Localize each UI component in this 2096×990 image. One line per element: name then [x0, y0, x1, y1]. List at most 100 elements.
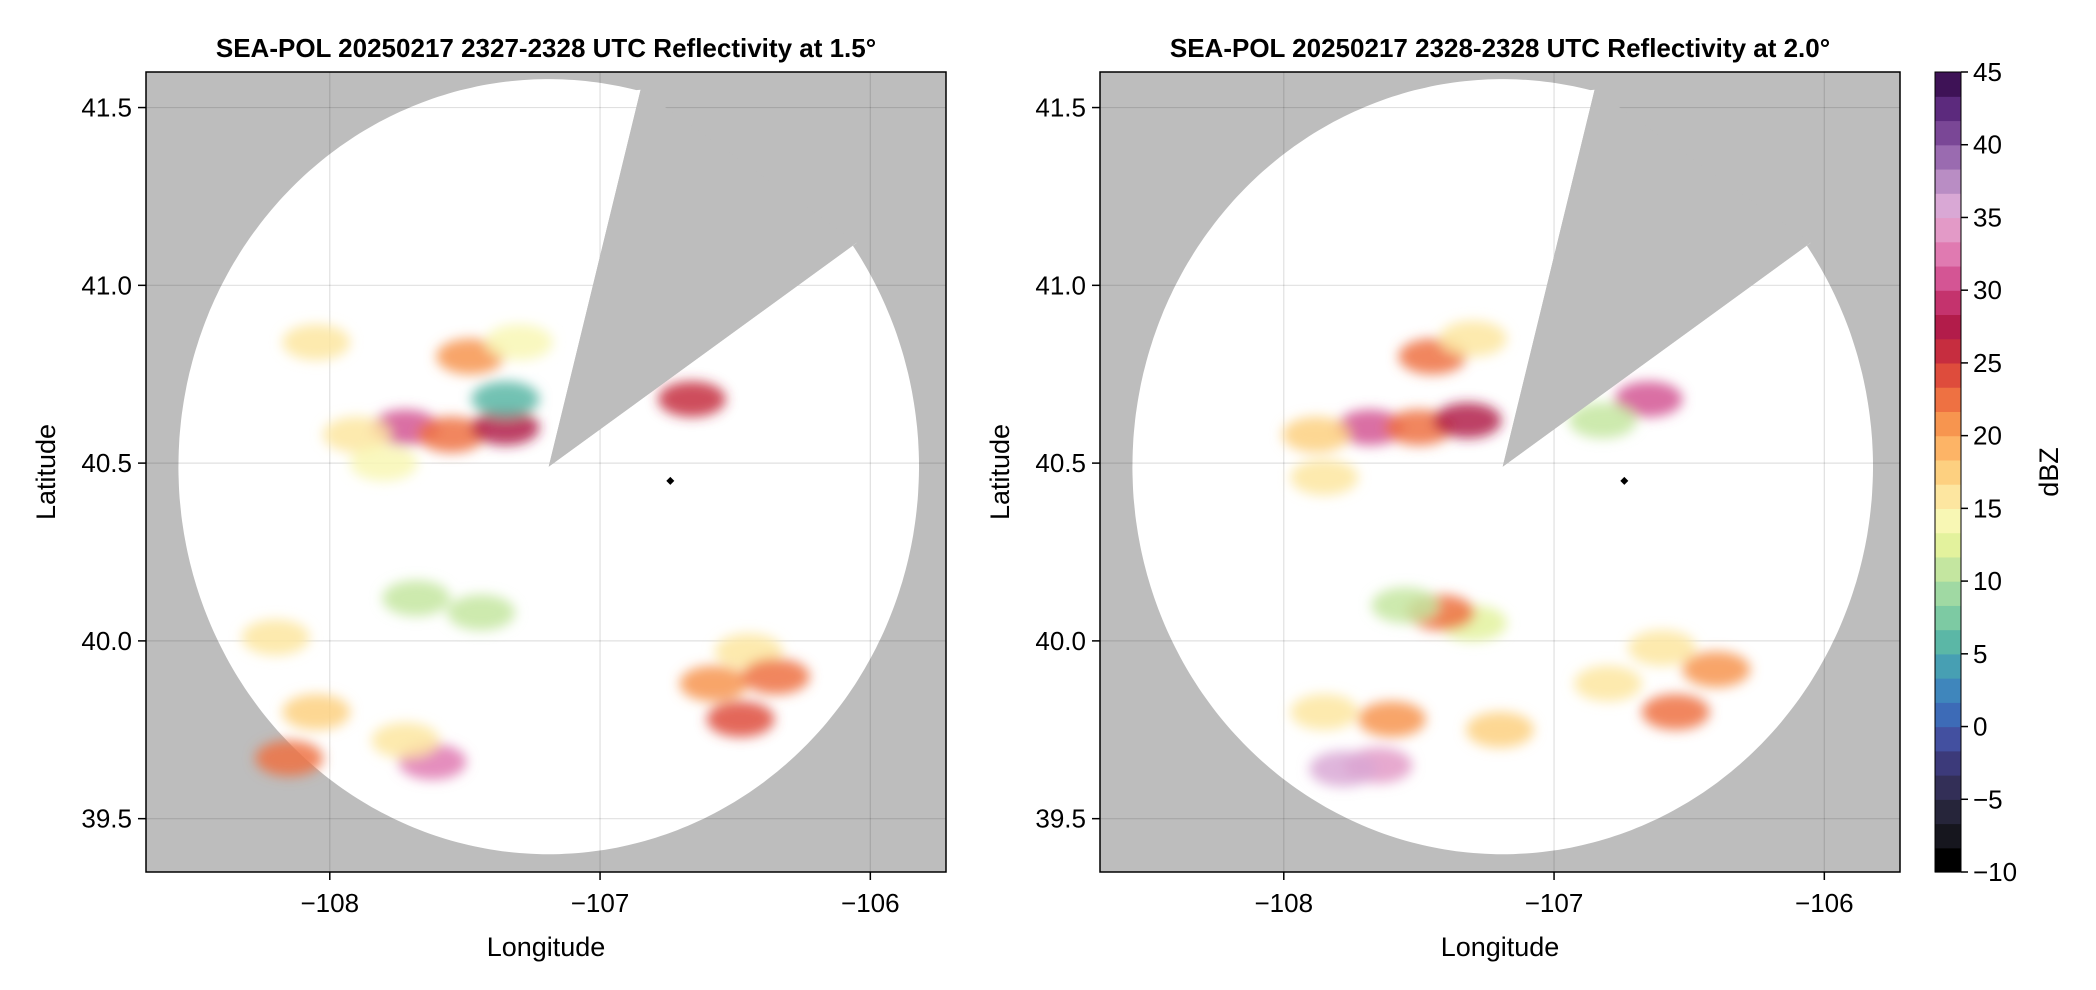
y-tick-label: 40.0 [81, 626, 132, 656]
reflectivity-echo [679, 665, 748, 702]
colorbar-segment [1935, 144, 1961, 170]
colorbar-tick-label: 45 [1973, 57, 2002, 87]
reflectivity-echo [349, 445, 418, 482]
colorbar-tick-label: −10 [1973, 857, 2017, 887]
colorbar-segment [1935, 193, 1961, 219]
colorbar-segment [1935, 241, 1961, 267]
x-tick-label: −107 [1525, 888, 1584, 918]
colorbar-segment [1935, 459, 1961, 485]
colorbar-tick-label: −5 [1973, 784, 2003, 814]
colorbar-frame [1934, 71, 1962, 873]
colorbar-segment [1935, 314, 1961, 340]
panel-2: SEA-POL 20250217 2328-2328 UTC Reflectiv… [985, 33, 1901, 962]
reflectivity-echo [1568, 402, 1637, 439]
colorbar-segment [1935, 726, 1961, 752]
reflectivity-echo [1290, 694, 1359, 730]
site-marker [1620, 476, 1629, 485]
y-tick-label: 39.5 [81, 804, 132, 834]
panel-1-echoes [241, 324, 810, 780]
colorbar-segment [1935, 290, 1961, 316]
reflectivity-echo [417, 416, 486, 453]
colorbar-tick-label: 20 [1973, 421, 2002, 451]
reflectivity-echo [1614, 381, 1683, 418]
panel-2-frame [1099, 71, 1901, 873]
panel-1-x-axis-label: Longitude [487, 932, 606, 962]
reflectivity-echo [1641, 694, 1710, 730]
reflectivity-echo [1574, 665, 1643, 702]
panel-2-y-ticks: 39.5 40.0 40.5 41.0 41.5 [1035, 93, 1100, 834]
panel-1-y-ticks: 39.5 40.0 40.5 41.0 41.5 [81, 93, 146, 834]
site-marker [666, 476, 675, 485]
panel-2-blocked-sector [1502, 89, 1811, 467]
reflectivity-echo [447, 594, 516, 631]
colorbar-segment [1935, 629, 1961, 655]
reflectivity-echo [657, 381, 726, 418]
panel-1: SEA-POL 20250217 2327-2328 UTC Reflectiv… [31, 33, 947, 962]
blocked-sector-wedge [1502, 89, 1811, 467]
panel-1-blocked-sector [548, 89, 857, 467]
colorbar-segment [1935, 678, 1961, 703]
colorbar-tick-label: 25 [1973, 348, 2002, 378]
colorbar-segment [1935, 605, 1961, 631]
y-tick-label: 41.0 [1035, 270, 1086, 300]
reflectivity-echo [1371, 587, 1440, 624]
colorbar-segment [1935, 411, 1961, 437]
x-tick-label: −107 [571, 888, 630, 918]
panel-1-title: SEA-POL 20250217 2327-2328 UTC Reflectiv… [216, 33, 876, 63]
colorbar-segment [1935, 96, 1961, 122]
colorbar-segment [1935, 581, 1961, 606]
x-tick-label: −106 [841, 888, 900, 918]
colorbar-tick-label: 5 [1973, 639, 1987, 669]
colorbar-gradient [1935, 72, 1961, 873]
panel-2-title: SEA-POL 20250217 2328-2328 UTC Reflectiv… [1170, 33, 1830, 63]
colorbar-segment [1935, 556, 1961, 582]
reflectivity-echo [1628, 630, 1697, 666]
colorbar-segment [1935, 653, 1961, 679]
reflectivity-echo [706, 701, 775, 738]
colorbar-segment [1935, 799, 1961, 825]
y-tick-label: 41.0 [81, 270, 132, 300]
reflectivity-echo [1466, 711, 1534, 748]
reflectivity-echo [382, 580, 451, 617]
panel-2-echoes [1282, 320, 1751, 787]
colorbar-segment [1935, 823, 1961, 849]
colorbar-segment [1935, 338, 1961, 364]
colorbar-segment [1935, 168, 1961, 194]
colorbar-segment [1935, 508, 1961, 534]
panel-2-x-axis-label: Longitude [1441, 932, 1560, 962]
panel-2-grid [1100, 72, 1900, 872]
y-tick-label: 40.5 [1035, 448, 1086, 478]
reflectivity-echo [1290, 459, 1359, 496]
colorbar-ticks: 45 40 35 30 25 20 15 10 5 0 −5 −10 [1961, 57, 2017, 887]
colorbar-segment [1935, 750, 1961, 776]
blocked-sector-wedge [548, 89, 857, 467]
reflectivity-echo [282, 694, 351, 730]
panel-2-x-ticks: −108 −107 −106 [1254, 872, 1854, 918]
colorbar-segment [1935, 702, 1961, 728]
y-tick-label: 41.5 [81, 93, 132, 123]
colorbar-label: dBZ [2034, 447, 2064, 497]
panel-1-site-marker [666, 476, 675, 485]
colorbar-segment [1935, 217, 1961, 243]
reflectivity-echo [322, 416, 391, 453]
panel-2-y-axis-label: Latitude [985, 424, 1015, 520]
reflectivity-echo [484, 324, 553, 361]
panel-1-frame [145, 71, 947, 873]
colorbar-tick-label: 35 [1973, 202, 2002, 232]
y-tick-label: 39.5 [1035, 804, 1086, 834]
colorbar-segment [1935, 120, 1961, 146]
colorbar-segment [1935, 484, 1961, 509]
reflectivity-echo [1682, 651, 1751, 688]
panel-2-site-marker [1620, 476, 1629, 485]
colorbar-segment [1935, 387, 1961, 412]
colorbar-segment [1935, 72, 1961, 97]
colorbar-segment [1935, 435, 1961, 461]
panel-1-x-ticks: −108 −107 −106 [300, 872, 900, 918]
reflectivity-echo [371, 722, 440, 759]
reflectivity-echo [741, 658, 810, 695]
x-tick-label: −108 [1254, 888, 1313, 918]
colorbar-tick-label: 0 [1973, 712, 1987, 742]
reflectivity-echo [1357, 701, 1426, 738]
colorbar-segment [1935, 532, 1961, 558]
